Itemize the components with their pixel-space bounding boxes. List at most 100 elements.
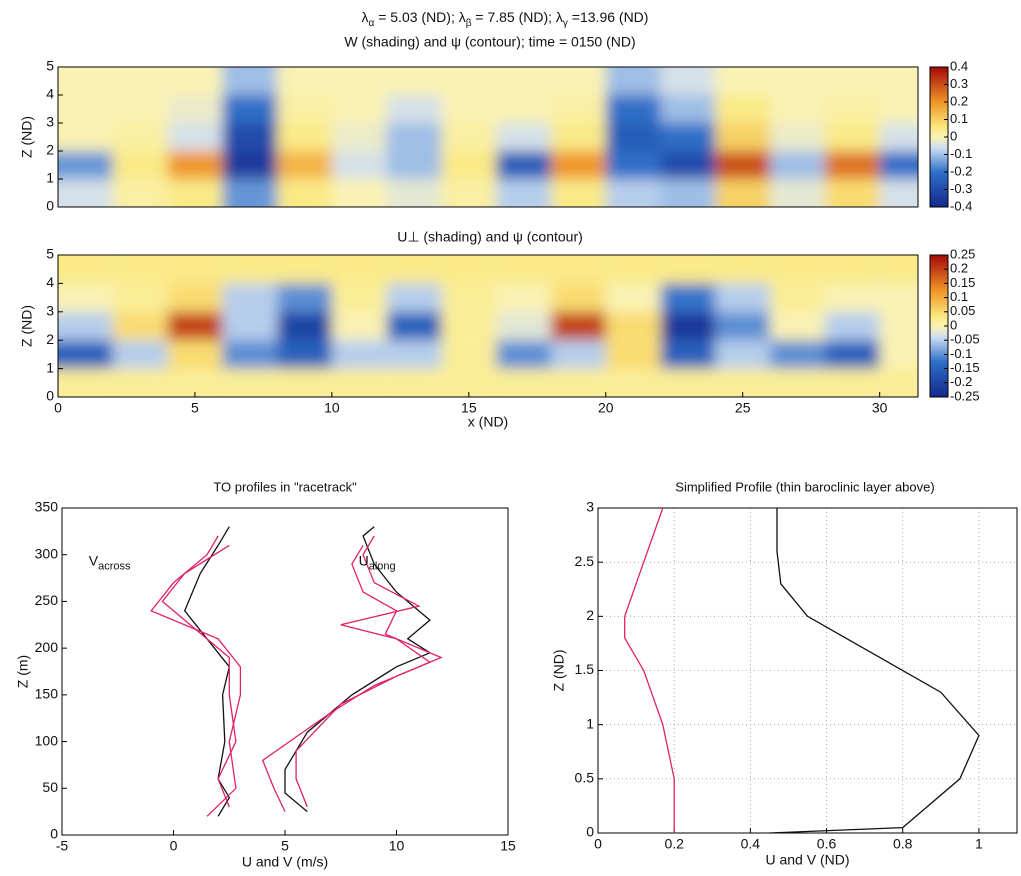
heat-cell [770,255,825,284]
colorbar-segment [930,311,948,315]
heat-cell [824,151,880,179]
heat-cell [496,151,551,179]
heat-cell [879,67,918,95]
x-axis-label: U and V (m/s) [242,854,328,870]
heat-cell [167,340,223,369]
colorbar-segment [930,333,948,336]
colorbar-tick-label: -0.3 [950,181,972,196]
colorbar-segment [930,130,948,133]
heat-cell [824,283,880,312]
colorbar-segment [930,188,948,192]
heat-cell [441,283,497,312]
heat-cell [550,95,606,123]
colorbar-segment [930,259,948,263]
colorbar-segment [930,155,948,159]
heat-cell [441,311,497,341]
colorbar-segment [930,290,948,294]
colorbar-segment [930,153,948,157]
colorbar-tick-label: -0.2 [950,374,972,389]
heat-cell [222,340,278,369]
heat-cell [441,340,497,369]
colorbar-segment [930,169,948,173]
colorbar-segment [930,183,948,187]
heat-cell [879,95,918,123]
title-symbol: λ [459,9,466,25]
heat-cell [824,311,880,341]
heat-cell [605,123,661,151]
heat-cell [277,311,332,341]
plot-frame [597,507,1018,834]
heat-cell [58,123,113,151]
x-tick-label: -5 [56,838,69,854]
heat-cell [112,368,168,397]
colorbar-tick-label: -0.4 [950,198,972,213]
heat-cell [277,255,332,284]
profile-line [284,526,432,813]
colorbar-segment [930,266,948,270]
heat-cell [550,151,606,179]
heat-cell [660,95,716,123]
heat-cell [222,311,278,341]
heat-cell [715,123,771,151]
heat-cell [660,123,716,151]
y-tick-label: 0.5 [575,770,595,786]
heat-cell [167,123,223,151]
x-tick-label: 15 [500,838,516,854]
colorbar-segment [930,200,948,203]
heat-cell [277,123,332,151]
heatmap-cells [58,67,918,207]
colorbar-segment [930,385,948,389]
heat-cell [605,95,661,123]
colorbar-tick-label: 0 [950,317,957,332]
heat-cell [770,311,825,341]
heat-cell [441,179,497,207]
heat-cell [386,340,442,369]
heat-cell [277,151,332,179]
heat-cell [167,151,223,179]
y-tick-label: 100 [35,732,59,748]
heat-cell [167,283,223,312]
profile-line [150,535,242,817]
colorbar-segment [930,288,948,291]
heat-cell [441,151,497,179]
annotation-sub: across [98,560,131,572]
heat-cell [770,179,825,207]
colorbar-segment [930,340,948,344]
colorbar-tick-label: -0.1 [950,146,972,161]
colorbar-segment [930,78,948,82]
heat-cell [58,340,113,369]
heat-cell [222,283,278,312]
colorbar-segment [930,283,948,287]
y-tick-label: 200 [35,639,59,655]
y-tick-label: 1 [46,170,54,186]
heat-cell [660,151,716,179]
colorbar-segment [930,373,948,377]
heat-cell [331,255,387,284]
colorbar-segment [930,179,948,182]
colorbar-segment [930,295,948,299]
heat-cell [879,368,918,397]
heat-cell [879,283,918,312]
heat-cell [550,123,606,151]
heat-cell [770,95,825,123]
heat-cell [605,255,661,284]
heat-cell [770,123,825,151]
colorbar-segment [930,323,948,327]
y-tick-label: 250 [35,592,59,608]
colorbar-segment [930,281,948,284]
heat-cell [660,67,716,95]
chart-title: TO profiles in "racetrack" [213,479,357,494]
y-tick-label: 5 [46,246,54,262]
colorbar-segment [930,335,948,339]
heat-cell [605,340,661,369]
y-axis-label: Z (ND) [19,305,35,347]
colorbar-segment [930,195,948,199]
colorbar-segment [930,160,948,164]
heat-cell [660,340,716,369]
heat-cell [112,283,168,312]
heat-cell [222,95,278,123]
heat-cell [331,283,387,312]
heat-cell [550,255,606,284]
heat-cell [331,151,387,179]
